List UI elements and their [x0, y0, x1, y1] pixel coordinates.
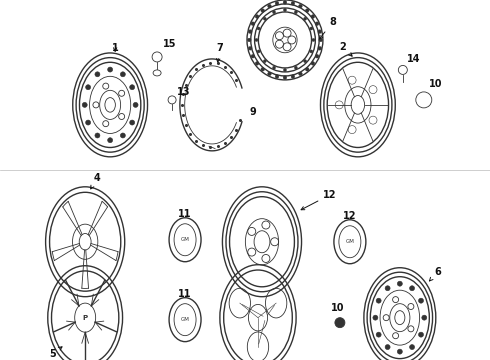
Ellipse shape: [298, 4, 302, 8]
Ellipse shape: [312, 39, 315, 41]
Ellipse shape: [275, 75, 279, 78]
Text: 11: 11: [178, 209, 192, 219]
Ellipse shape: [257, 27, 260, 30]
Ellipse shape: [315, 54, 319, 58]
Ellipse shape: [261, 9, 265, 12]
Ellipse shape: [268, 72, 271, 76]
Ellipse shape: [376, 332, 381, 337]
Ellipse shape: [108, 67, 113, 72]
Text: 10: 10: [331, 303, 344, 313]
Ellipse shape: [319, 38, 322, 42]
Ellipse shape: [283, 1, 287, 4]
Ellipse shape: [86, 120, 91, 125]
Ellipse shape: [385, 286, 390, 291]
Ellipse shape: [373, 315, 378, 320]
Ellipse shape: [305, 9, 309, 12]
Ellipse shape: [263, 17, 267, 20]
Text: GM: GM: [181, 317, 190, 322]
Ellipse shape: [385, 345, 390, 350]
Ellipse shape: [294, 66, 297, 69]
Ellipse shape: [311, 62, 315, 65]
Ellipse shape: [305, 68, 309, 71]
Text: 12: 12: [301, 190, 337, 210]
Text: 4: 4: [91, 173, 100, 189]
Ellipse shape: [376, 298, 381, 303]
Ellipse shape: [121, 72, 125, 77]
Ellipse shape: [82, 102, 87, 107]
Text: 12: 12: [343, 211, 357, 221]
Ellipse shape: [268, 4, 271, 8]
Text: P: P: [83, 315, 88, 321]
Ellipse shape: [272, 11, 275, 14]
Text: 11: 11: [178, 289, 192, 299]
Text: 1: 1: [112, 43, 119, 53]
Text: 9: 9: [250, 107, 256, 117]
Ellipse shape: [255, 15, 259, 18]
Ellipse shape: [311, 15, 315, 18]
Ellipse shape: [310, 27, 313, 30]
Ellipse shape: [95, 72, 100, 77]
Text: 2: 2: [340, 42, 352, 56]
Ellipse shape: [248, 30, 252, 33]
Ellipse shape: [251, 54, 255, 58]
Ellipse shape: [304, 17, 307, 20]
Text: 15: 15: [163, 39, 176, 49]
Ellipse shape: [272, 66, 275, 69]
Ellipse shape: [283, 9, 287, 12]
Text: GM: GM: [345, 239, 354, 244]
Text: 7: 7: [217, 43, 223, 62]
Ellipse shape: [247, 38, 251, 42]
Ellipse shape: [291, 75, 294, 78]
Ellipse shape: [397, 349, 402, 354]
Ellipse shape: [283, 76, 287, 79]
Ellipse shape: [130, 85, 135, 90]
Ellipse shape: [418, 332, 423, 337]
Ellipse shape: [310, 50, 313, 53]
Ellipse shape: [397, 281, 402, 286]
Ellipse shape: [298, 72, 302, 76]
Text: 14: 14: [407, 54, 420, 64]
Ellipse shape: [315, 22, 319, 26]
Ellipse shape: [275, 1, 279, 5]
Ellipse shape: [251, 22, 255, 26]
Ellipse shape: [248, 46, 252, 50]
Ellipse shape: [95, 133, 100, 138]
Ellipse shape: [304, 60, 307, 63]
Ellipse shape: [255, 39, 258, 41]
Ellipse shape: [422, 315, 427, 320]
Ellipse shape: [294, 11, 297, 14]
Ellipse shape: [255, 62, 259, 65]
Ellipse shape: [261, 68, 265, 71]
Ellipse shape: [133, 102, 138, 107]
Ellipse shape: [108, 138, 113, 143]
Ellipse shape: [283, 68, 287, 71]
Ellipse shape: [257, 50, 260, 53]
Ellipse shape: [291, 1, 294, 5]
Ellipse shape: [410, 345, 415, 350]
Text: 8: 8: [319, 17, 336, 39]
Ellipse shape: [86, 85, 91, 90]
Ellipse shape: [121, 133, 125, 138]
Ellipse shape: [263, 60, 267, 63]
Ellipse shape: [410, 286, 415, 291]
Text: GM: GM: [181, 237, 190, 242]
Text: 5: 5: [49, 347, 62, 359]
Text: 3: 3: [0, 359, 1, 360]
Ellipse shape: [318, 46, 321, 50]
Text: 6: 6: [429, 267, 441, 281]
Text: 10: 10: [429, 79, 442, 89]
Ellipse shape: [130, 120, 135, 125]
Ellipse shape: [318, 30, 321, 33]
Text: 13: 13: [177, 87, 191, 97]
Ellipse shape: [418, 298, 423, 303]
Circle shape: [335, 318, 345, 328]
